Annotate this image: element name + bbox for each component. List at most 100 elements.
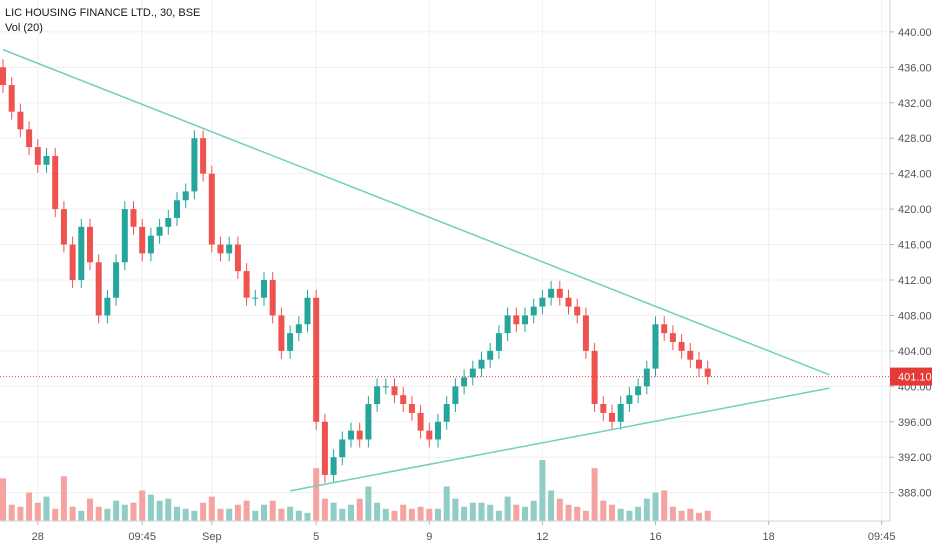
candle-body bbox=[408, 404, 415, 413]
volume-bar bbox=[669, 506, 676, 521]
candle-body bbox=[487, 350, 494, 360]
candle-body bbox=[8, 85, 15, 112]
trendline-lower[interactable] bbox=[289, 387, 830, 492]
candle-body bbox=[522, 315, 528, 325]
candle-body bbox=[374, 386, 381, 405]
volume-bar bbox=[95, 506, 102, 521]
volume-bar bbox=[356, 498, 363, 521]
candle-body bbox=[382, 386, 389, 388]
volume-bar bbox=[487, 504, 494, 521]
volume-bar bbox=[687, 508, 694, 521]
price-axis[interactable]: 388.00392.00396.00400.00404.00408.00412.… bbox=[890, 27, 932, 500]
volume-bar bbox=[174, 506, 180, 521]
candle-body bbox=[295, 324, 302, 334]
candle-body bbox=[669, 333, 676, 343]
candle-body bbox=[339, 439, 346, 458]
volume-bar bbox=[661, 490, 668, 521]
price-axis-tick-label: 396.00 bbox=[898, 417, 932, 429]
volume-bar bbox=[530, 500, 537, 521]
volume-bar bbox=[565, 504, 572, 521]
volume-bar bbox=[165, 498, 172, 521]
volume-bar bbox=[208, 496, 215, 521]
candle-body bbox=[678, 342, 685, 351]
volume-bar bbox=[643, 498, 650, 521]
candle-body bbox=[287, 333, 294, 351]
last-price-tag-bg bbox=[890, 367, 932, 386]
volume-bar bbox=[200, 502, 207, 521]
candle-body bbox=[626, 395, 633, 405]
volume-bar bbox=[87, 498, 93, 521]
volume-bar bbox=[574, 506, 581, 521]
volume-bar bbox=[43, 496, 50, 521]
volume-bar bbox=[78, 510, 85, 521]
candle-body bbox=[182, 191, 189, 201]
candle-body bbox=[243, 271, 250, 298]
grid-lines bbox=[0, 0, 890, 521]
candle-body bbox=[643, 368, 650, 387]
volume-bar bbox=[139, 490, 146, 521]
last-price-tag: 401.10 bbox=[890, 367, 932, 386]
price-axis-tick-label: 412.00 bbox=[898, 275, 932, 287]
candle-body bbox=[269, 279, 276, 316]
price-axis-tick-label: 408.00 bbox=[898, 310, 932, 322]
candle-body bbox=[696, 359, 702, 369]
candle-body bbox=[635, 386, 642, 396]
candle-body bbox=[313, 297, 320, 422]
volume-bar bbox=[478, 502, 485, 521]
volume-bar bbox=[156, 500, 163, 521]
candle-body bbox=[452, 386, 459, 405]
volume-bar bbox=[252, 510, 259, 521]
volume-bar bbox=[635, 506, 642, 521]
time-axis-tick-label: 28 bbox=[32, 531, 44, 543]
volume-bar bbox=[313, 468, 320, 521]
volume-bar bbox=[182, 508, 189, 521]
candle-body bbox=[174, 200, 180, 218]
volume-indicator-label[interactable]: Vol (20) bbox=[5, 22, 43, 34]
volume-bar bbox=[348, 504, 354, 521]
price-axis-tick-label: 404.00 bbox=[898, 346, 932, 358]
candle-body bbox=[17, 111, 24, 130]
candle-body bbox=[34, 147, 41, 165]
time-axis-tick-label: 16 bbox=[649, 531, 661, 543]
price-axis-tick-label: 392.00 bbox=[898, 452, 932, 464]
candlesticks bbox=[0, 59, 711, 483]
volume-bar bbox=[617, 508, 624, 521]
volume-bar bbox=[147, 494, 154, 521]
price-axis-tick-label: 440.00 bbox=[898, 27, 932, 39]
last-price-tag-label: 401.10 bbox=[898, 372, 932, 384]
volume-bar bbox=[513, 504, 520, 521]
candle-body bbox=[539, 297, 546, 307]
candle-body bbox=[435, 421, 441, 440]
volume-bar bbox=[626, 510, 633, 521]
volume-bar bbox=[365, 486, 372, 521]
volume-bar bbox=[539, 460, 546, 521]
price-axis-tick-label: 436.00 bbox=[898, 62, 932, 74]
volume-bar bbox=[417, 506, 424, 521]
candle-body bbox=[278, 315, 285, 351]
candle-body bbox=[78, 226, 85, 280]
volume-bar bbox=[217, 508, 224, 521]
volume-bar bbox=[469, 502, 476, 521]
volume-bar bbox=[234, 504, 241, 521]
candle-body bbox=[365, 404, 372, 440]
volume-bar bbox=[339, 508, 346, 521]
volume-bar bbox=[104, 508, 111, 521]
candle-body bbox=[226, 244, 233, 254]
symbol-title[interactable]: LIC HOUSING FINANCE LTD., 30, BSE bbox=[5, 7, 201, 19]
volume-bar bbox=[504, 496, 511, 521]
candle-body bbox=[687, 350, 694, 360]
volume-bar bbox=[226, 508, 233, 521]
trendline-upper[interactable] bbox=[2, 48, 830, 376]
time-axis[interactable]: 28 09:45 Sep 5 9 12 16 18 09:45 bbox=[32, 521, 896, 543]
time-axis-tick-label: 09:45 bbox=[128, 531, 156, 543]
time-axis-tick-label: 12 bbox=[536, 531, 548, 543]
volume-bar bbox=[591, 468, 598, 521]
candle-body bbox=[43, 155, 50, 165]
trendlines[interactable] bbox=[2, 48, 830, 492]
candle-body bbox=[156, 226, 163, 236]
time-axis-tick-label: 9 bbox=[426, 531, 432, 543]
candle-body bbox=[582, 315, 589, 351]
candle-body bbox=[26, 129, 33, 148]
volume-bar bbox=[443, 486, 450, 521]
